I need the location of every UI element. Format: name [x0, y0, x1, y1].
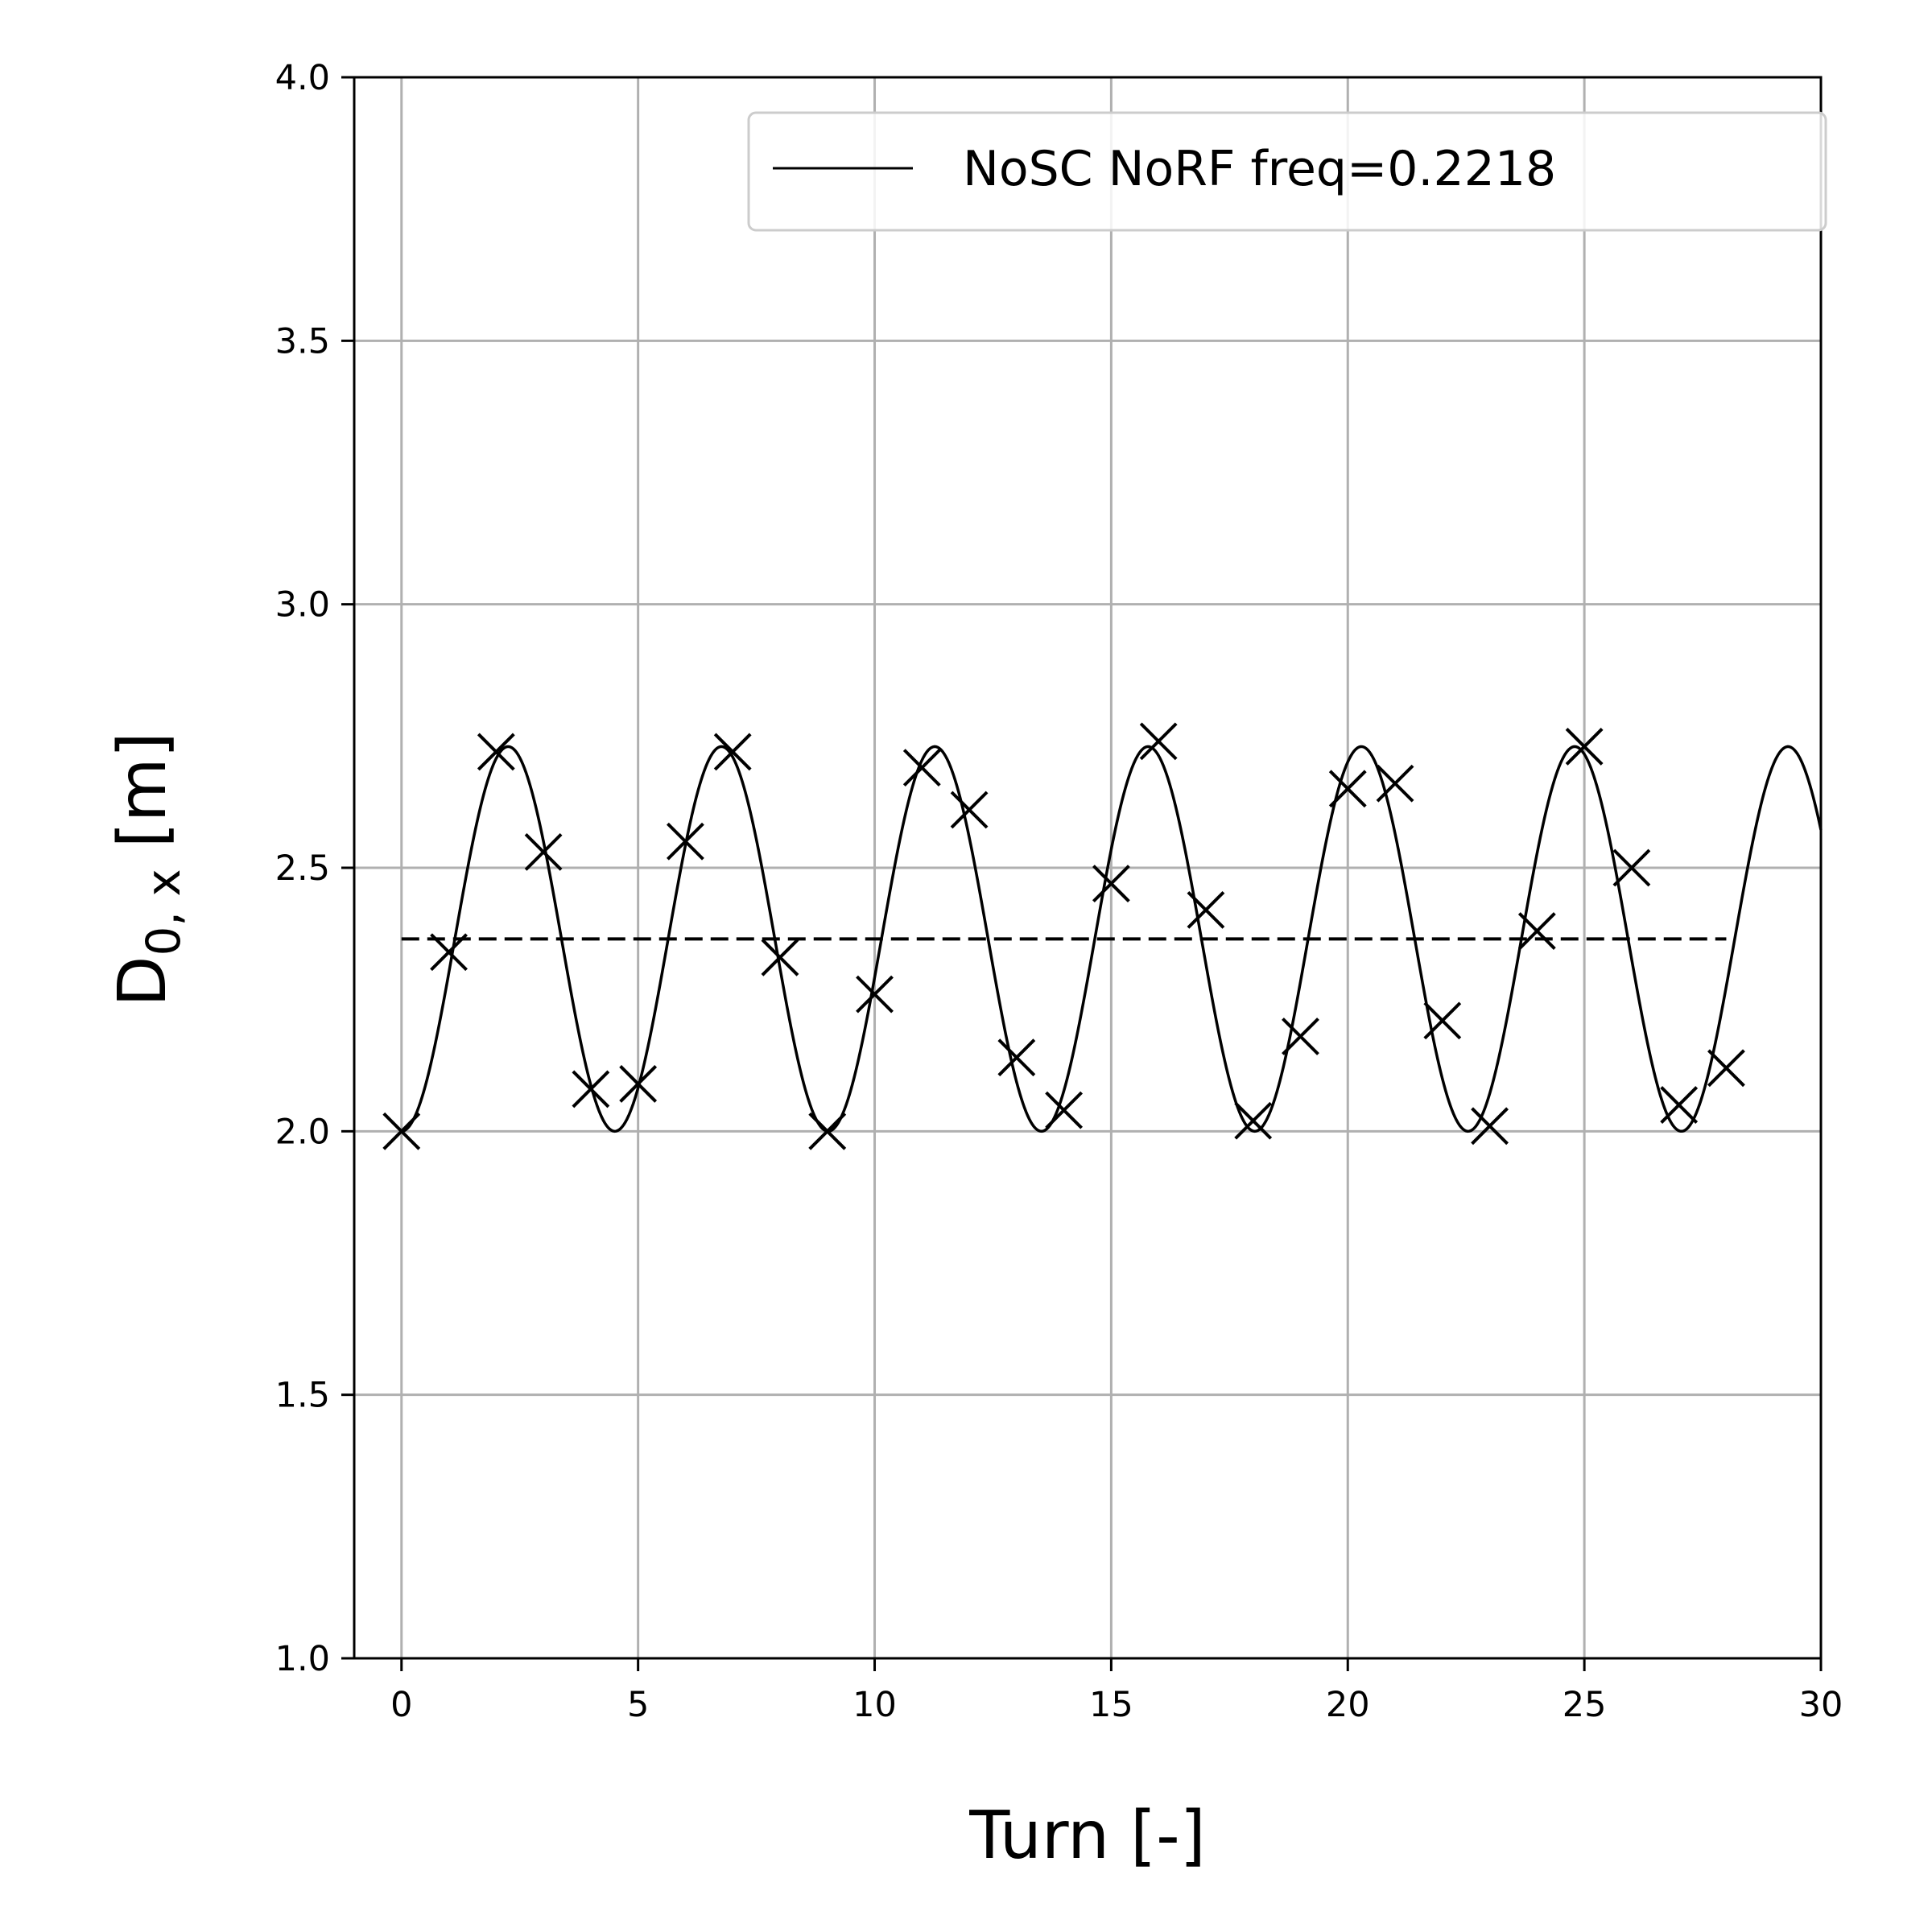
data-point-marker	[1517, 912, 1556, 950]
legend-box	[747, 111, 1827, 232]
y-tick-label: 1.0	[275, 1639, 330, 1679]
data-point-marker	[1612, 848, 1651, 887]
data-point-marker	[524, 832, 563, 871]
x-tick-label: 15	[1089, 1685, 1133, 1725]
x-tick-label: 0	[390, 1685, 412, 1725]
data-point-marker	[667, 822, 704, 861]
y-tick-label: 4.0	[275, 58, 330, 98]
x-tick-label: 10	[852, 1685, 897, 1725]
data-point-marker	[1471, 1107, 1509, 1146]
x-axis-label: Turn [-]	[968, 1798, 1206, 1874]
data-point-marker	[856, 975, 894, 1013]
data-point-marker	[1234, 1101, 1273, 1140]
data-point-marker	[1092, 865, 1130, 903]
fit-curve	[401, 745, 1823, 1133]
y-axis-label-unit: [m]	[105, 732, 181, 848]
ticks	[341, 76, 1823, 1671]
x-tick-label: 5	[627, 1685, 649, 1725]
data-point-marker	[713, 733, 752, 771]
tick-labels: 0 5 10 15 20 25 30 1.0 1.5 2.0 2.5 3.0 3.5 4.0	[275, 58, 1843, 1725]
y-tick-label: 2.5	[275, 848, 330, 889]
legend: NoSC NoRF freq=0.2218	[747, 111, 1827, 232]
data-point-marker	[997, 1038, 1036, 1077]
data-point-marker	[1707, 1049, 1745, 1088]
y-tick-label: 3.5	[275, 321, 330, 361]
data-point-marker	[1565, 728, 1604, 766]
y-axis-label-subscript: 0, x	[136, 869, 191, 956]
y-tick-label: 1.5	[275, 1376, 330, 1416]
data-point-marker	[1282, 1018, 1319, 1055]
y-axis-label-spacer	[105, 848, 181, 869]
x-tick-label: 30	[1799, 1685, 1843, 1725]
data-point-marker	[1376, 764, 1414, 803]
data-point-marker	[808, 1112, 847, 1150]
data-point-marker	[619, 1064, 658, 1103]
data-point-marker	[1423, 1001, 1462, 1040]
data-point-marker	[902, 749, 941, 787]
y-axis-label: D0, x [m]	[105, 732, 191, 1006]
svg-text:D0, x [m]: D0, x [m]	[105, 732, 191, 1006]
data-point-marker	[1045, 1091, 1084, 1129]
data-point-marker	[1139, 722, 1178, 761]
data-point-marker	[1660, 1086, 1699, 1125]
x-tick-label: 20	[1326, 1685, 1370, 1725]
data-point-marker	[1328, 770, 1367, 808]
data-point-marker	[761, 938, 799, 976]
data-point-marker	[382, 1112, 421, 1150]
legend-entry-label: NoSC NoRF freq=0.2218	[963, 141, 1556, 197]
plot-area	[382, 722, 1823, 1150]
y-tick-label: 2.0	[275, 1112, 330, 1152]
y-tick-label: 3.0	[275, 585, 330, 625]
data-point-marker	[477, 733, 515, 771]
data-point-marker	[1187, 890, 1225, 929]
data-point-marker	[572, 1070, 610, 1108]
y-axis-label-main: D	[105, 956, 181, 1006]
data-point-marker	[950, 791, 989, 829]
x-tick-label: 25	[1563, 1685, 1607, 1725]
